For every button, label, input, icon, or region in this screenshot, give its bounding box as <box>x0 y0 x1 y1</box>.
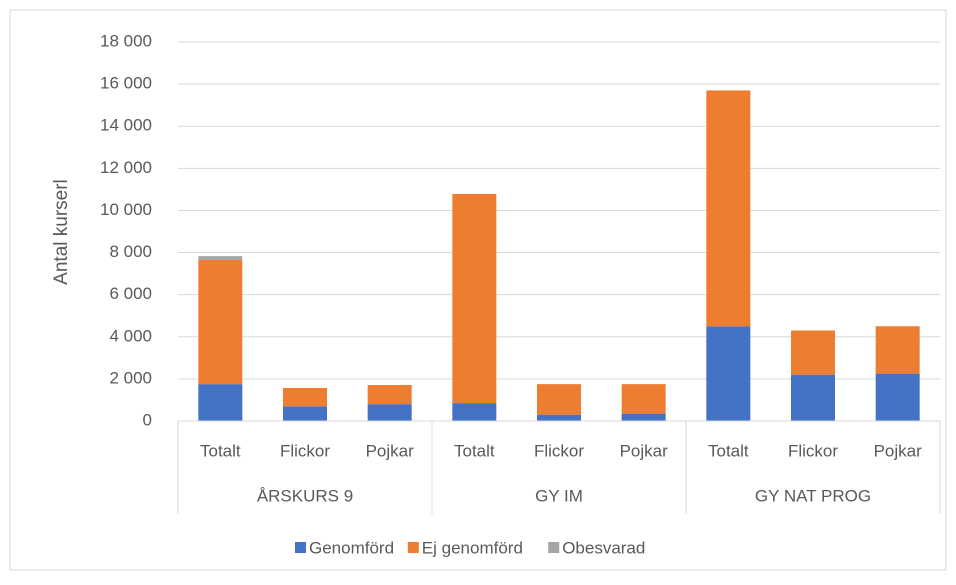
bar-segment <box>875 326 920 374</box>
y-tick-label: 0 <box>143 410 152 429</box>
y-tick-label: 12 000 <box>100 158 152 177</box>
x-tick-label: Flickor <box>788 441 838 460</box>
x-tick-label: Pojkar <box>366 441 415 460</box>
legend-swatch <box>295 542 306 553</box>
bar-segment <box>283 406 327 421</box>
group-label: GY NAT PROG <box>755 486 871 505</box>
y-tick-label: 4 000 <box>109 326 152 345</box>
bar-segment <box>706 326 751 421</box>
group-label: GY IM <box>535 486 583 505</box>
legend-swatch <box>407 542 419 553</box>
bar-segment <box>621 384 666 414</box>
legend-label: Ej genomförd <box>422 538 523 557</box>
x-tick-label: Flickor <box>280 441 330 460</box>
bar-segment <box>198 384 243 421</box>
y-tick-label: 14 000 <box>100 116 152 135</box>
bar-segment <box>198 259 243 385</box>
y-tick-label: 2 000 <box>109 368 152 387</box>
y-tick-label: 6 000 <box>109 284 152 303</box>
x-tick-label: Flickor <box>534 441 584 460</box>
bar-segment <box>452 403 497 421</box>
bar-segment <box>706 90 751 327</box>
group-label: ÅRSKURS 9 <box>257 486 353 505</box>
x-tick-label: Pojkar <box>620 441 669 460</box>
bar-segment <box>367 384 412 405</box>
legend-label: Obesvarad <box>562 538 645 557</box>
y-axis-label: Antal kurserl <box>51 179 72 285</box>
y-tick-label: 18 000 <box>100 31 152 50</box>
legend-swatch <box>548 542 560 553</box>
legend-label: Genomförd <box>309 538 394 557</box>
bar-segment <box>791 374 835 421</box>
bar-segment <box>791 330 835 375</box>
y-tick-label: 16 000 <box>100 74 152 93</box>
x-tick-label: Totalt <box>200 441 241 460</box>
y-tick-label: 8 000 <box>109 242 152 261</box>
bar-segment <box>875 373 920 421</box>
x-tick-label: Totalt <box>708 441 749 460</box>
bar-segment <box>198 256 243 260</box>
bar-segment <box>452 194 497 404</box>
x-tick-label: Pojkar <box>874 441 923 460</box>
bar-segment <box>283 387 327 407</box>
x-tick-label: Totalt <box>454 441 495 460</box>
bar-segment <box>537 414 581 421</box>
y-tick-label: 10 000 <box>100 200 152 219</box>
bar-segment <box>537 384 581 415</box>
bar-segment <box>621 413 666 421</box>
bar-segment <box>367 404 412 421</box>
